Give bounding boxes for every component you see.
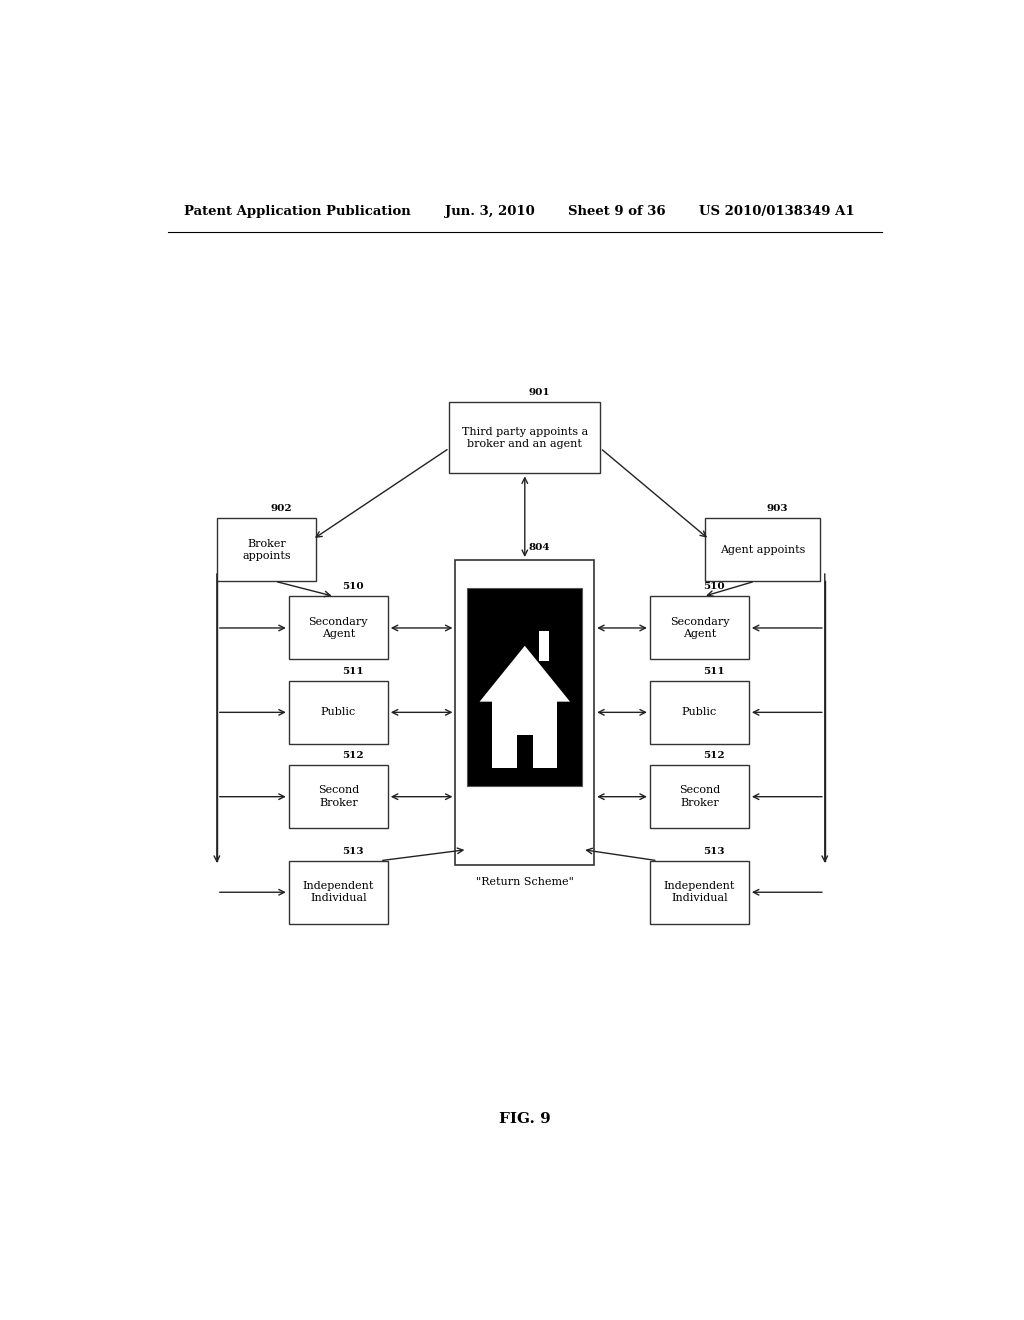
FancyBboxPatch shape xyxy=(467,587,583,785)
Text: 902: 902 xyxy=(270,504,293,513)
FancyBboxPatch shape xyxy=(706,519,820,581)
Text: 901: 901 xyxy=(528,388,550,397)
Text: Public: Public xyxy=(321,708,356,717)
Text: 510: 510 xyxy=(342,582,364,591)
Text: Secondary
Agent: Secondary Agent xyxy=(308,616,368,639)
Text: Patent Application Publication: Patent Application Publication xyxy=(183,205,411,218)
FancyBboxPatch shape xyxy=(217,519,316,581)
FancyBboxPatch shape xyxy=(517,735,532,768)
FancyBboxPatch shape xyxy=(289,766,388,828)
Text: US 2010/0138349 A1: US 2010/0138349 A1 xyxy=(699,205,855,218)
Text: 804: 804 xyxy=(528,543,550,552)
FancyBboxPatch shape xyxy=(650,766,749,828)
Text: 512: 512 xyxy=(703,751,725,760)
Text: 511: 511 xyxy=(703,667,725,676)
FancyBboxPatch shape xyxy=(493,697,557,768)
Text: Secondary
Agent: Secondary Agent xyxy=(670,616,729,639)
Text: 903: 903 xyxy=(767,504,788,513)
Text: 513: 513 xyxy=(342,846,364,855)
Text: Independent
Individual: Independent Individual xyxy=(664,880,735,903)
FancyBboxPatch shape xyxy=(650,597,749,660)
Text: Sheet 9 of 36: Sheet 9 of 36 xyxy=(568,205,666,218)
FancyBboxPatch shape xyxy=(539,631,550,661)
FancyBboxPatch shape xyxy=(289,681,388,744)
Text: 510: 510 xyxy=(703,582,725,591)
FancyBboxPatch shape xyxy=(289,597,388,660)
Text: 512: 512 xyxy=(342,751,364,760)
Text: "Return Scheme": "Return Scheme" xyxy=(476,876,573,887)
Text: Independent
Individual: Independent Individual xyxy=(303,880,374,903)
FancyBboxPatch shape xyxy=(450,403,600,474)
Text: 513: 513 xyxy=(703,846,725,855)
FancyBboxPatch shape xyxy=(650,861,749,924)
Text: FIG. 9: FIG. 9 xyxy=(499,1111,551,1126)
Polygon shape xyxy=(479,645,570,702)
Text: Jun. 3, 2010: Jun. 3, 2010 xyxy=(445,205,536,218)
Text: Second
Broker: Second Broker xyxy=(679,785,720,808)
Text: Third party appoints a
broker and an agent: Third party appoints a broker and an age… xyxy=(462,426,588,449)
Text: 511: 511 xyxy=(342,667,364,676)
FancyBboxPatch shape xyxy=(456,560,594,865)
Text: Second
Broker: Second Broker xyxy=(317,785,359,808)
Text: Public: Public xyxy=(682,708,717,717)
Text: Broker
appoints: Broker appoints xyxy=(243,539,291,561)
Text: Agent appoints: Agent appoints xyxy=(720,545,806,554)
FancyBboxPatch shape xyxy=(289,861,388,924)
FancyBboxPatch shape xyxy=(650,681,749,744)
